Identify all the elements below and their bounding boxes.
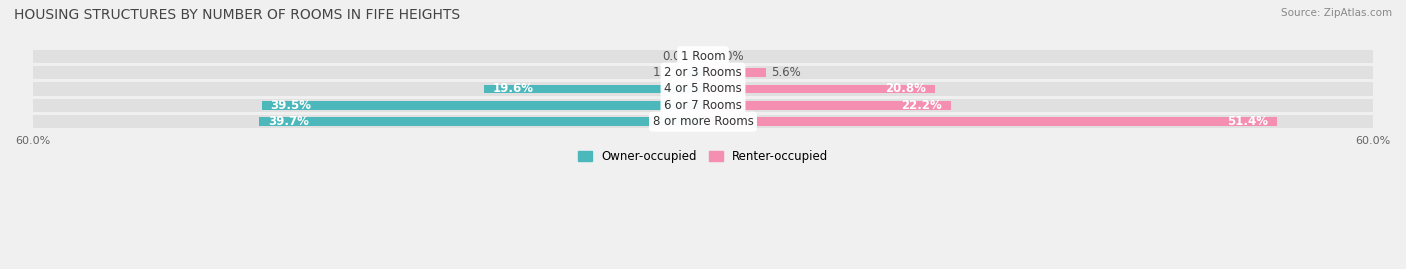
Bar (484, 85, 703, 93)
Bar (262, 101, 703, 109)
Text: HOUSING STRUCTURES BY NUMBER OF ROOMS IN FIFE HEIGHTS: HOUSING STRUCTURES BY NUMBER OF ROOMS IN… (14, 8, 460, 22)
Text: 51.4%: 51.4% (1227, 115, 1268, 128)
Text: 39.7%: 39.7% (269, 115, 309, 128)
Bar (703, 101, 950, 109)
Text: 5.6%: 5.6% (770, 66, 801, 79)
Text: 39.5%: 39.5% (270, 99, 312, 112)
Bar (689, 68, 703, 77)
Text: 20.8%: 20.8% (886, 83, 927, 95)
Text: 8 or more Rooms: 8 or more Rooms (652, 115, 754, 128)
Text: 6 or 7 Rooms: 6 or 7 Rooms (664, 99, 742, 112)
Bar (703, 68, 766, 77)
Bar (32, 82, 1374, 96)
Bar (32, 99, 1374, 112)
Bar (703, 118, 1277, 126)
Legend: Owner-occupied, Renter-occupied: Owner-occupied, Renter-occupied (572, 146, 834, 168)
Text: 19.6%: 19.6% (494, 83, 534, 95)
Bar (32, 66, 1374, 79)
Bar (260, 118, 703, 126)
Bar (32, 115, 1374, 128)
Text: 22.2%: 22.2% (901, 99, 942, 112)
Text: 0.0%: 0.0% (714, 50, 744, 63)
Text: 0.0%: 0.0% (662, 50, 692, 63)
Text: 1.3%: 1.3% (654, 66, 683, 79)
Text: 2 or 3 Rooms: 2 or 3 Rooms (664, 66, 742, 79)
Bar (703, 85, 935, 93)
Bar (32, 49, 1374, 63)
Text: 1 Room: 1 Room (681, 50, 725, 63)
Text: 4 or 5 Rooms: 4 or 5 Rooms (664, 83, 742, 95)
Text: Source: ZipAtlas.com: Source: ZipAtlas.com (1281, 8, 1392, 18)
